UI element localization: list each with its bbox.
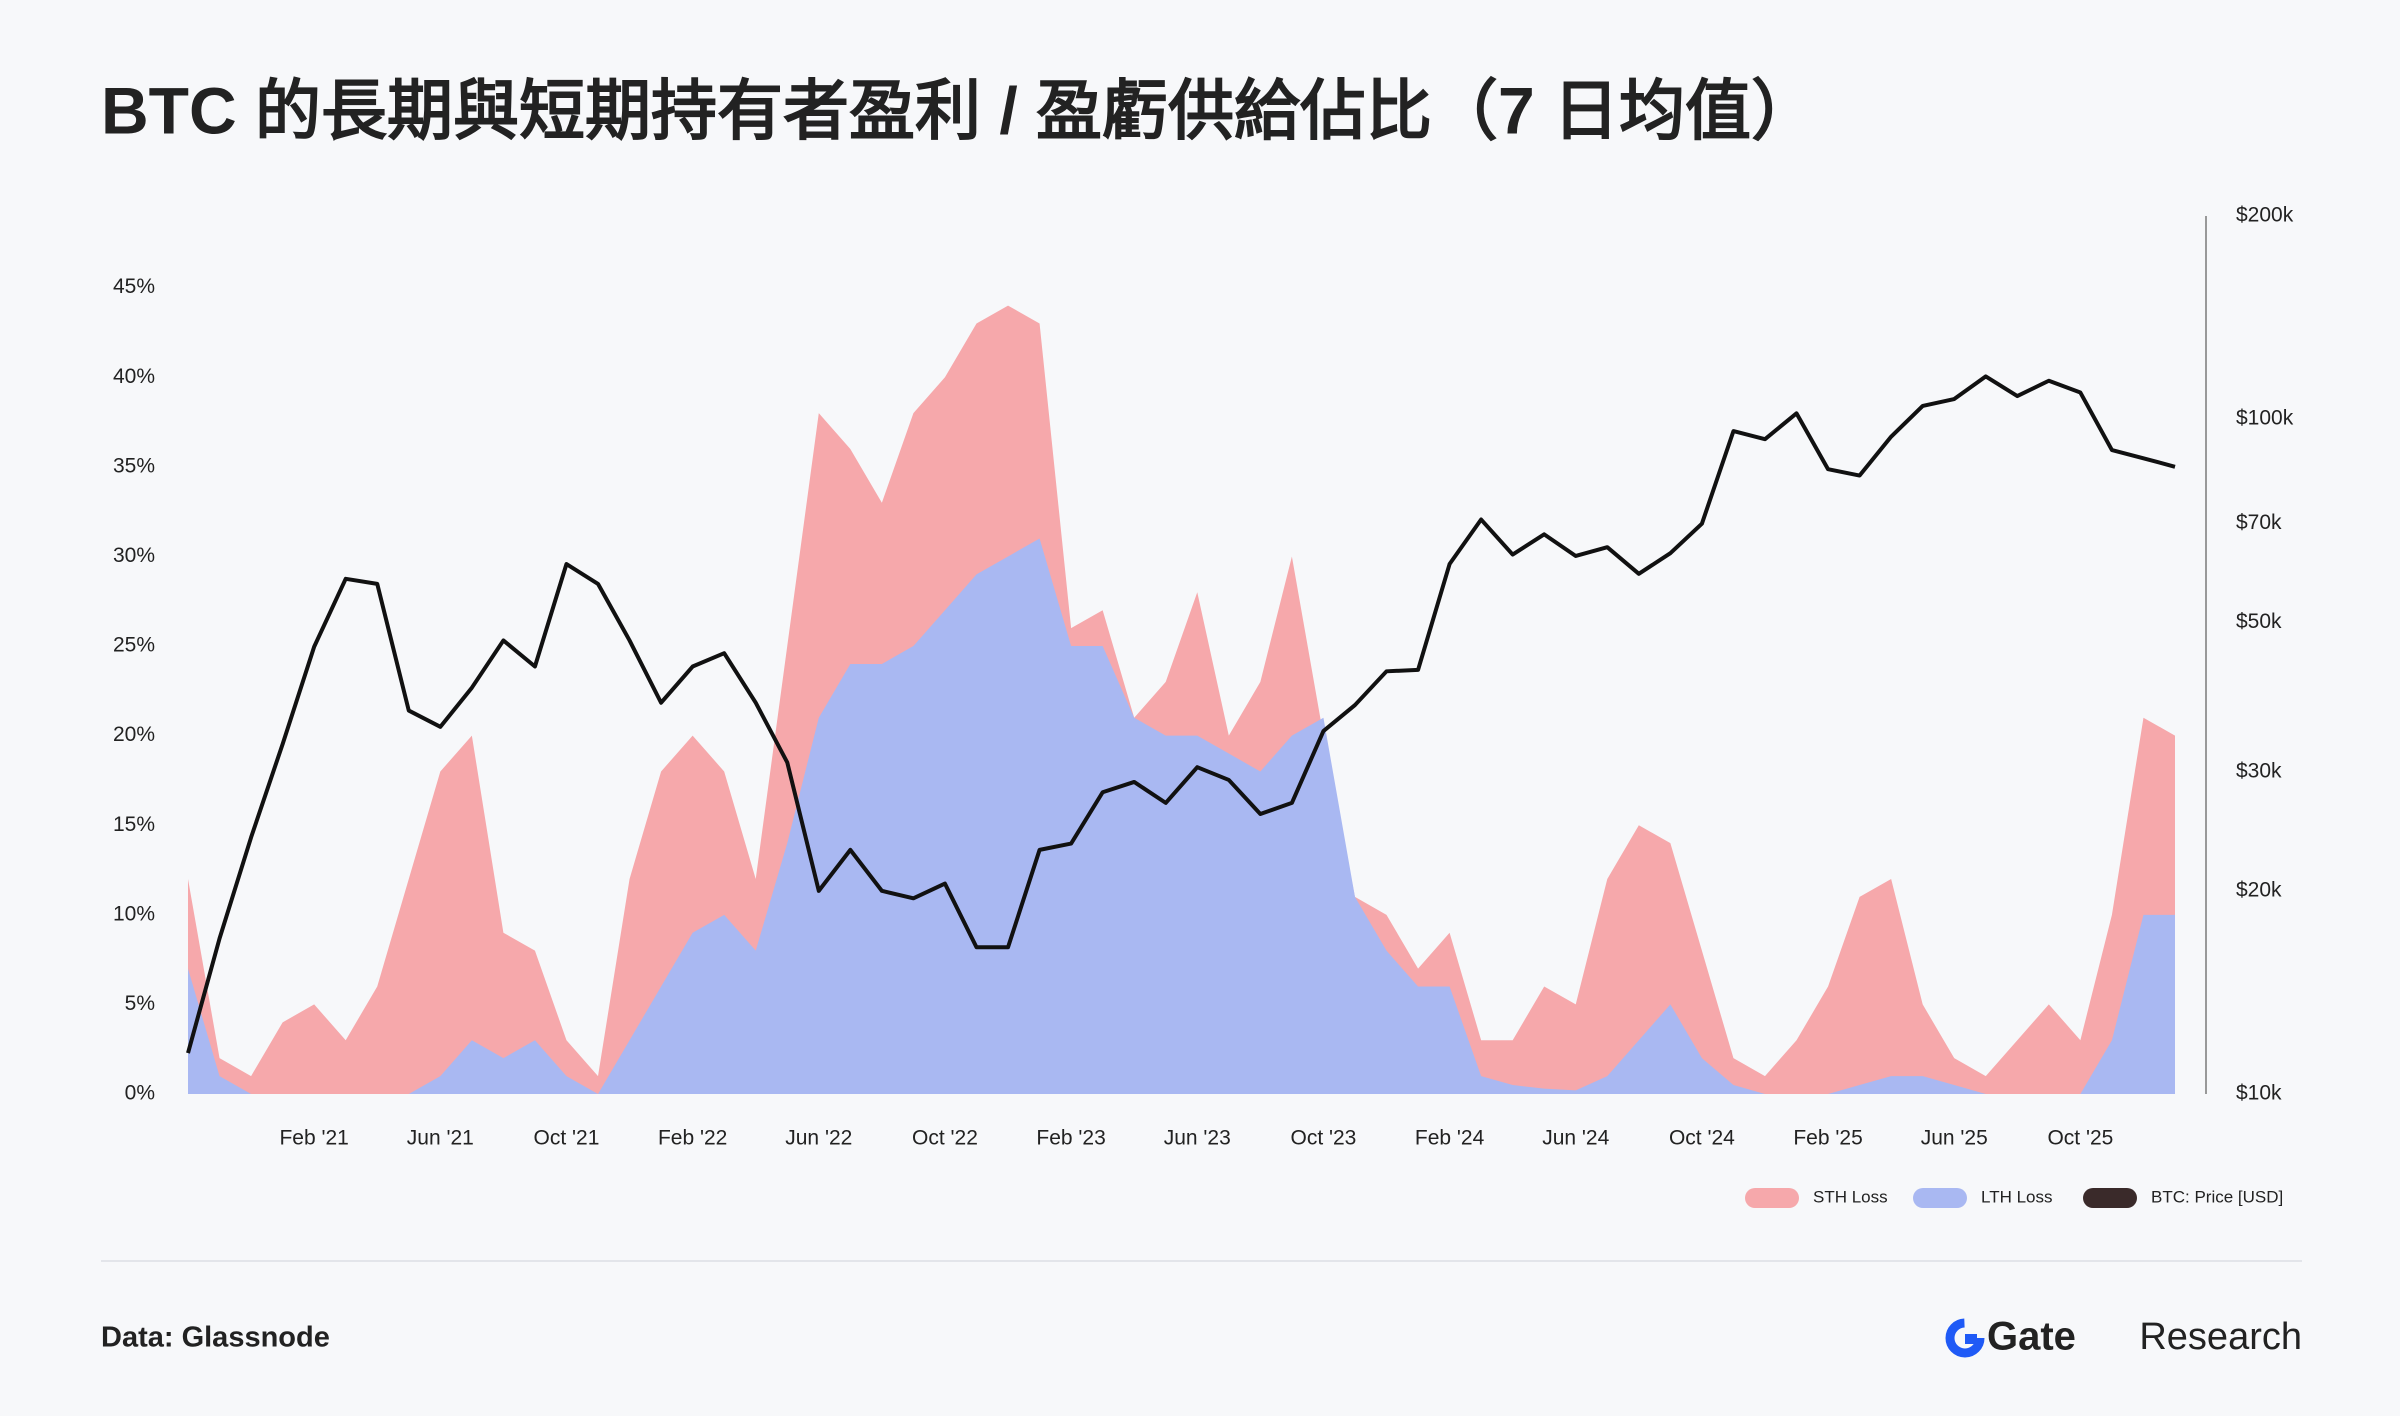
x-tick-label: Jun '21 — [407, 1127, 474, 1150]
y2-tick-label: $20k — [2236, 878, 2282, 901]
x-tick-label: Oct '22 — [912, 1127, 978, 1150]
price-line — [186, 374, 2176, 1054]
y-tick-label: 15% — [113, 813, 155, 836]
x-tick-label: Jun '25 — [1921, 1127, 1988, 1150]
y-tick-label: 30% — [113, 544, 155, 567]
y2-tick-label: $70k — [2236, 511, 2282, 534]
y-tick-label: 0% — [125, 1082, 155, 1105]
legend-swatch — [2083, 1188, 2137, 1208]
brand-suffix: Research — [2139, 1316, 2302, 1358]
y-tick-label: 5% — [125, 992, 155, 1015]
x-tick-label: Jun '24 — [1542, 1127, 1609, 1150]
y-tick-label: 10% — [113, 902, 155, 925]
y-tick-label: 45% — [113, 275, 155, 298]
area — [188, 305, 2175, 1095]
legend-swatch — [1913, 1188, 1967, 1208]
y2-tick-label: $100k — [2236, 407, 2294, 430]
x-tick-label: Oct '21 — [534, 1127, 600, 1150]
logo-ring — [1945, 1318, 1985, 1358]
x-tick-label: Oct '24 — [1669, 1127, 1735, 1150]
y-tick-label: 35% — [113, 454, 155, 477]
y2-tick-label: $200k — [2236, 204, 2294, 227]
x-tick-label: Feb '23 — [1036, 1127, 1105, 1150]
x-tick-label: Oct '25 — [2047, 1127, 2113, 1150]
chart-title: BTC 的長期與短期持有者盈利 / 盈虧供給佔比（7 日均值） — [101, 73, 1817, 147]
y-tick-label: 25% — [113, 634, 155, 657]
y2-tick-label: $30k — [2236, 760, 2282, 783]
source: Data: Glassnode — [101, 1322, 330, 1354]
brand: Gate — [1987, 1315, 2076, 1359]
logo-dot — [1965, 1334, 1977, 1344]
x-tick-label: Jun '22 — [785, 1127, 852, 1150]
legend-label: LTH Loss — [1981, 1187, 2053, 1206]
y-tick-label: 20% — [113, 723, 155, 746]
x-tick-label: Feb '24 — [1415, 1127, 1485, 1150]
y2-tick-label: $50k — [2236, 610, 2282, 633]
x-tick-label: Feb '22 — [658, 1127, 727, 1150]
legend-label: BTC: Price [USD] — [2151, 1187, 2283, 1206]
x-tick-label: Feb '25 — [1793, 1127, 1862, 1150]
area — [188, 538, 2175, 1094]
legend-swatch — [1745, 1188, 1799, 1208]
legend-label: STH Loss — [1813, 1187, 1888, 1206]
x-tick-label: Oct '23 — [1290, 1127, 1356, 1150]
y-tick-label: 40% — [113, 365, 155, 388]
y2-tick-label: $10k — [2236, 1082, 2282, 1105]
x-tick-label: Jun '23 — [1164, 1127, 1231, 1150]
x-tick-label: Feb '21 — [279, 1127, 348, 1150]
brand-logo — [1945, 1318, 1985, 1358]
